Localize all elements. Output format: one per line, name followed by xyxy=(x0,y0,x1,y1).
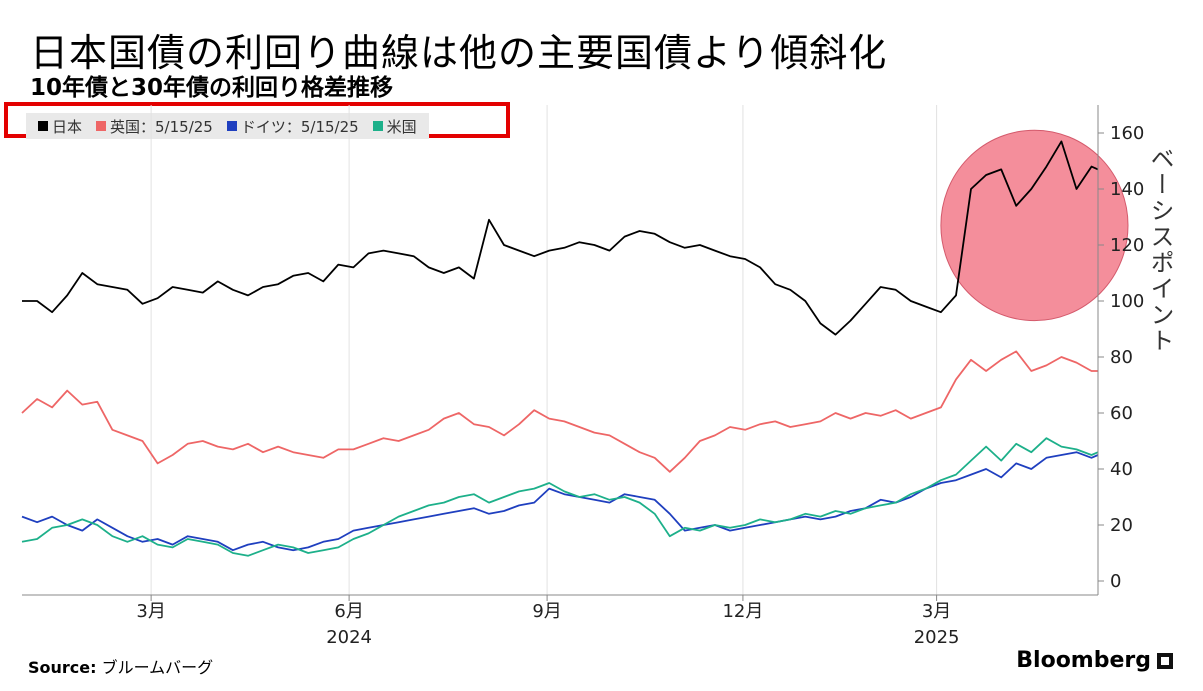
y-tick-label-5: 100 xyxy=(1110,291,1144,312)
bloomberg-mark-icon xyxy=(1157,652,1173,669)
legend-item-germany: ドイツ：5/15/25 xyxy=(226,116,359,137)
x-tick-label-4: 3月 xyxy=(922,601,951,622)
legend-label-us: 米国 xyxy=(386,117,417,136)
chart-subtitle: 10年債と30年債の利回り格差推移 xyxy=(30,75,394,101)
brand-text: Bloomberg xyxy=(1016,648,1151,673)
legend-highlight-box: 日本 英国：5/15/25 ドイツ：5/15/25 米国 xyxy=(4,102,510,139)
y-tick-label-4: 80 xyxy=(1110,347,1133,368)
y-tick-label-8: 160 xyxy=(1110,123,1144,144)
legend-swatch-uk xyxy=(96,121,107,131)
x-tick-label-2: 9月 xyxy=(532,601,561,622)
legend-item-japan: 日本 xyxy=(38,116,82,137)
legend-item-us: 米国 xyxy=(372,116,417,137)
x-year-label-1: 2024 xyxy=(326,627,372,648)
y-axis-label: ベーシスポイント xyxy=(1146,146,1174,354)
highlight-ellipse xyxy=(940,129,1129,322)
source-label: Source: xyxy=(28,658,97,677)
x-tick-label-0: 3月 xyxy=(136,601,165,622)
legend-label-japan: 日本 xyxy=(52,117,83,136)
bloomberg-logo: Bloomberg xyxy=(1016,648,1173,673)
legend-label-uk: 英国：5/15/25 xyxy=(110,117,213,136)
legend-swatch-us xyxy=(372,121,383,131)
series-line-0 xyxy=(22,140,1099,336)
legend-swatch-japan xyxy=(38,121,48,131)
x-tick-label-1: 6月 xyxy=(334,601,363,622)
series-line-3 xyxy=(21,437,1099,557)
series-line-2 xyxy=(21,451,1099,552)
legend: 日本 英国：5/15/25 ドイツ：5/15/25 米国 xyxy=(26,113,429,139)
y-tick-label-7: 140 xyxy=(1110,179,1144,200)
y-tick-label-3: 60 xyxy=(1110,403,1133,424)
y-tick-label-1: 20 xyxy=(1110,515,1133,536)
series-line-1 xyxy=(21,350,1098,473)
y-tick-label-2: 40 xyxy=(1110,459,1133,480)
legend-swatch-germany xyxy=(226,121,237,131)
legend-item-uk: 英国：5/15/25 xyxy=(96,116,213,137)
chart-title: 日本国債の利回り曲線は他の主要国債より傾斜化 xyxy=(30,31,888,75)
source-text: ブルームバーグ xyxy=(101,658,214,677)
legend-label-germany: ドイツ：5/15/25 xyxy=(240,117,359,136)
x-year-label-4: 2025 xyxy=(914,627,960,648)
y-tick-label-6: 120 xyxy=(1110,235,1144,256)
source-note: Source: ブルームバーグ xyxy=(28,654,213,678)
x-tick-label-3: 12月 xyxy=(722,601,763,622)
y-tick-label-0: 0 xyxy=(1110,571,1121,592)
